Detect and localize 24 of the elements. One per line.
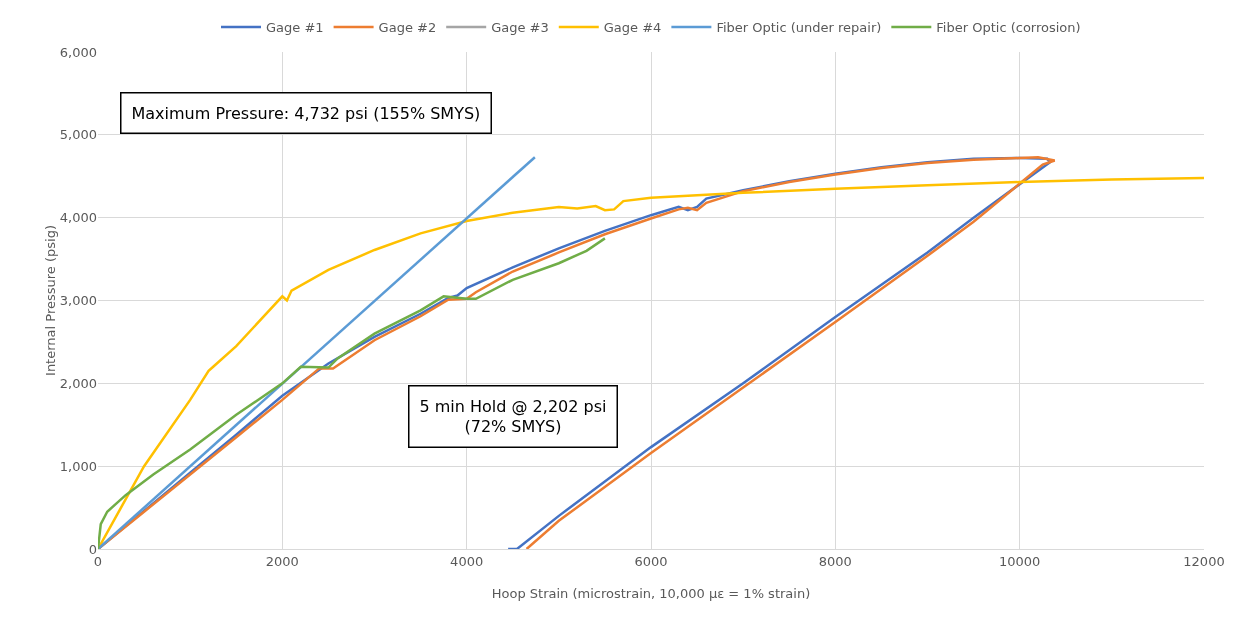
y-axis-title: Internal Pressure (psig): [42, 225, 58, 376]
legend-label: Gage #1: [266, 20, 324, 36]
annotation: Maximum Pressure: 4,732 psi (155% SMYS): [131, 103, 481, 123]
y-tick-label: 4,000: [59, 210, 97, 226]
legend-label: Fiber Optic (corrosion): [936, 20, 1081, 36]
legend-label: Gage #2: [378, 20, 437, 36]
x-tick-label: 8000: [818, 553, 852, 569]
annotation: 5 min Hold @ 2,202 psi (72% SMYS): [419, 396, 607, 437]
y-tick-label: 1,000: [59, 458, 97, 474]
x-tick-label: 2000: [265, 553, 299, 569]
x-tick-label: 6000: [634, 553, 668, 569]
y-tick-label: 0: [88, 541, 97, 557]
y-tick-label: 2,000: [59, 375, 97, 391]
y-tick-label: 5,000: [59, 127, 97, 143]
y-tick-label: 6,000: [59, 44, 97, 60]
legend-label: Fiber Optic (under repair): [716, 20, 882, 36]
x-tick-label: 4000: [450, 553, 484, 569]
x-axis-title: Hoop Strain (microstrain, 10,000 με = 1% strain): [491, 586, 811, 601]
line-series: [98, 237, 607, 549]
y-tick-label: 3,000: [59, 293, 97, 309]
x-tick-label: 12000: [1183, 553, 1225, 569]
x-tick-label: 10000: [998, 553, 1041, 569]
legend-label: Gage #3: [491, 20, 549, 36]
legend-label: Gage #4: [603, 20, 662, 36]
